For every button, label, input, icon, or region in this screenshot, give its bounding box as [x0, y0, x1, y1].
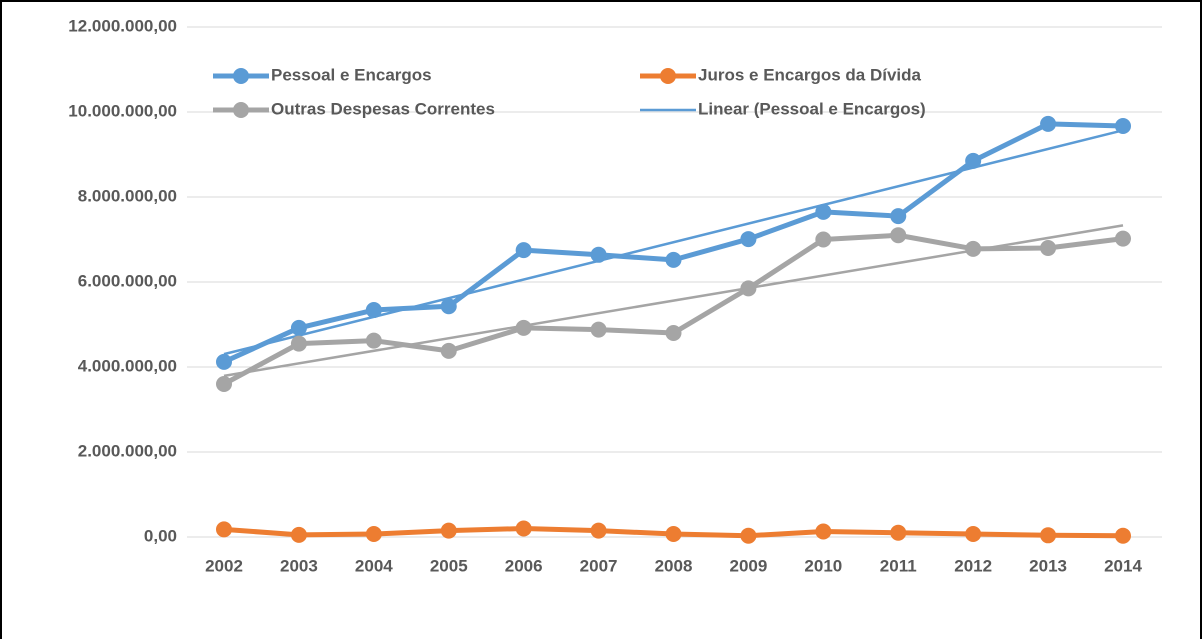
marker: [440, 298, 457, 315]
legend-label: Outras Despesas Correntes: [271, 99, 495, 118]
y-tick-label: 8.000.000,00: [78, 186, 177, 205]
y-tick-label: 2.000.000,00: [78, 441, 177, 460]
x-tick-label: 2013: [1029, 556, 1067, 575]
marker: [1115, 118, 1131, 135]
x-tick-label: 2011: [880, 556, 917, 575]
marker: [365, 526, 382, 543]
legend-label: Linear (Pessoal e Encargos): [698, 99, 926, 118]
marker: [365, 332, 382, 349]
y-tick-label: 0,00: [144, 526, 177, 545]
marker: [515, 520, 532, 537]
x-tick-label: 2007: [580, 556, 618, 575]
marker: [1040, 115, 1057, 132]
marker: [365, 302, 382, 319]
legend-marker: [660, 68, 676, 84]
marker: [740, 527, 757, 544]
marker: [965, 152, 982, 169]
x-tick-label: 2014: [1104, 556, 1142, 575]
marker: [216, 353, 232, 370]
marker: [740, 231, 757, 248]
marker: [515, 319, 532, 336]
marker: [290, 526, 307, 543]
marker: [815, 231, 832, 248]
marker: [1040, 240, 1057, 256]
marker: [665, 251, 682, 268]
marker: [440, 342, 457, 359]
marker: [290, 335, 307, 352]
marker: [440, 522, 457, 539]
marker: [665, 325, 682, 341]
x-tick-label: 2012: [954, 556, 992, 575]
legend-marker: [233, 102, 249, 118]
y-tick-label: 10.000.000,00: [68, 101, 177, 120]
marker: [590, 522, 607, 539]
marker: [815, 203, 832, 220]
marker: [965, 240, 982, 257]
x-tick-label: 2006: [505, 556, 543, 575]
x-tick-label: 2010: [804, 556, 842, 575]
marker: [515, 242, 532, 259]
marker: [590, 321, 607, 338]
marker: [890, 524, 907, 541]
y-tick-label: 6.000.000,00: [78, 271, 177, 290]
marker: [965, 526, 982, 543]
marker: [1115, 230, 1131, 247]
y-tick-label: 4.000.000,00: [78, 356, 177, 375]
marker: [290, 319, 307, 336]
legend-label: Juros e Encargos da Dívida: [698, 65, 922, 84]
x-tick-label: 2005: [430, 556, 468, 575]
marker: [890, 208, 907, 225]
legend-marker: [233, 68, 249, 84]
x-tick-label: 2009: [730, 556, 768, 575]
marker: [216, 376, 232, 392]
marker: [590, 246, 607, 263]
marker: [815, 523, 832, 540]
marker: [1040, 527, 1057, 544]
marker: [890, 227, 907, 244]
x-tick-label: 2002: [205, 556, 243, 575]
x-tick-label: 2003: [280, 556, 318, 575]
x-tick-label: 2004: [355, 556, 393, 575]
marker: [665, 526, 682, 543]
y-tick-label: 12.000.000,00: [68, 16, 177, 35]
marker: [1115, 527, 1131, 544]
x-tick-label: 2008: [655, 556, 693, 575]
marker: [216, 521, 232, 538]
marker: [740, 280, 757, 297]
legend-label: Pessoal e Encargos: [271, 65, 432, 84]
trendline: [223, 129, 1124, 356]
